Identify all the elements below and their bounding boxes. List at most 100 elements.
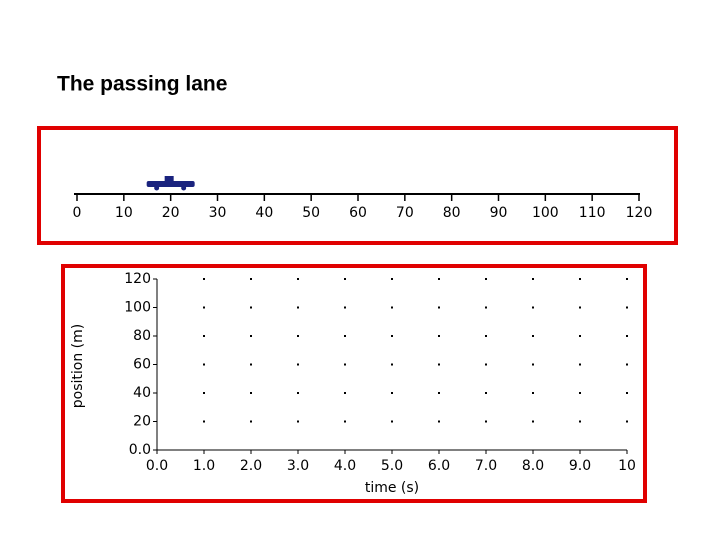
grid-dot	[391, 335, 393, 337]
grid-dot	[344, 306, 346, 309]
grid-dot	[391, 392, 393, 394]
grid-dot	[391, 363, 393, 366]
x-tick-label: 0.0	[146, 458, 168, 474]
x-axis-title: time (s)	[365, 480, 419, 496]
grid-dot	[626, 363, 628, 366]
grid-dot	[203, 335, 205, 337]
x-tick-label: 4.0	[334, 458, 356, 474]
grid-dot	[203, 420, 205, 423]
grid-dot	[250, 392, 252, 394]
tick-label: 110	[579, 205, 606, 221]
grid-dot	[485, 306, 487, 309]
grid-dot	[485, 335, 487, 337]
y-tick-label: 100	[124, 300, 151, 316]
grid-dot	[579, 392, 581, 394]
frame	[61, 264, 647, 503]
grid-dot	[438, 392, 440, 394]
grid-dot	[579, 363, 581, 366]
grid-dot	[250, 335, 252, 337]
grid-dot	[344, 363, 346, 366]
grid-dot	[532, 278, 534, 280]
grid-dot	[297, 363, 299, 366]
x-tick-label: 8.0	[522, 458, 544, 474]
tick-label: 50	[302, 205, 320, 221]
tick-label: 30	[209, 205, 227, 221]
grid-dot	[344, 278, 346, 280]
grid-dot	[438, 335, 440, 337]
grid-dot	[297, 335, 299, 337]
x-tick-label: 3.0	[287, 458, 309, 474]
car-part	[181, 185, 187, 191]
grid-dot	[485, 392, 487, 394]
grid-dot	[297, 420, 299, 423]
grid-dot	[203, 278, 205, 280]
grid-dot	[626, 335, 628, 337]
grid-dot	[203, 363, 205, 366]
car-part	[146, 181, 195, 187]
grid-dot	[344, 392, 346, 394]
grid-dot	[532, 306, 534, 309]
car	[146, 176, 195, 191]
grid-dot	[297, 278, 299, 280]
grid-dot	[485, 363, 487, 366]
grid-dot	[203, 392, 205, 394]
tick-label: 20	[162, 205, 180, 221]
grid-dot	[626, 392, 628, 394]
x-tick-label: 6.0	[428, 458, 450, 474]
grid-dot	[579, 420, 581, 423]
y-tick-label: 60	[133, 357, 151, 373]
frame	[37, 126, 678, 245]
x-tick-label: 5.0	[381, 458, 403, 474]
tick-label: 90	[490, 205, 508, 221]
grid-dot	[438, 306, 440, 309]
x-tick-label: 2.0	[240, 458, 262, 474]
grid-dot	[391, 306, 393, 309]
grid-dot	[250, 363, 252, 366]
tick-label: 120	[626, 205, 653, 221]
car-part	[164, 176, 174, 181]
grid-dot	[532, 392, 534, 394]
grid-dot	[344, 420, 346, 423]
grid-dot	[579, 306, 581, 309]
grid-dot	[485, 420, 487, 423]
grid-dot	[250, 278, 252, 280]
tick-label: 100	[532, 205, 559, 221]
y-tick-label: 80	[133, 328, 151, 344]
car-part	[154, 185, 160, 191]
tick-label: 60	[349, 205, 367, 221]
grid-dot	[626, 278, 628, 280]
grid-dot	[438, 278, 440, 280]
grid-dot	[532, 420, 534, 423]
x-tick-label: 9.0	[569, 458, 591, 474]
grid-dot	[438, 363, 440, 366]
grid-dot	[626, 306, 628, 309]
tick-label: 0	[73, 205, 82, 221]
grid-dot	[203, 306, 205, 309]
grid-dot	[250, 306, 252, 309]
grid-dot	[297, 306, 299, 309]
grid-dot	[297, 392, 299, 394]
grid-dot	[250, 420, 252, 423]
slide-title: The passing lane	[57, 73, 227, 96]
y-axis-title: position (m)	[70, 324, 86, 408]
x-tick-label: 1.0	[193, 458, 215, 474]
grid-dot	[579, 278, 581, 280]
grid-dot	[626, 420, 628, 423]
grid-dot	[391, 278, 393, 280]
x-tick-label: 10	[618, 458, 636, 474]
grid-dot	[579, 335, 581, 337]
tick-label: 70	[396, 205, 414, 221]
y-tick-label: 40	[133, 385, 151, 401]
grid-dot	[532, 335, 534, 337]
y-tick-label: 120	[124, 271, 151, 287]
y-tick-label: 20	[133, 414, 151, 430]
grid-dot	[344, 335, 346, 337]
grid-dot	[391, 420, 393, 423]
y-tick-label: 0.0	[129, 442, 151, 458]
tick-label: 40	[255, 205, 273, 221]
x-tick-label: 7.0	[475, 458, 497, 474]
tick-label: 10	[115, 205, 133, 221]
grid-dot	[532, 363, 534, 366]
